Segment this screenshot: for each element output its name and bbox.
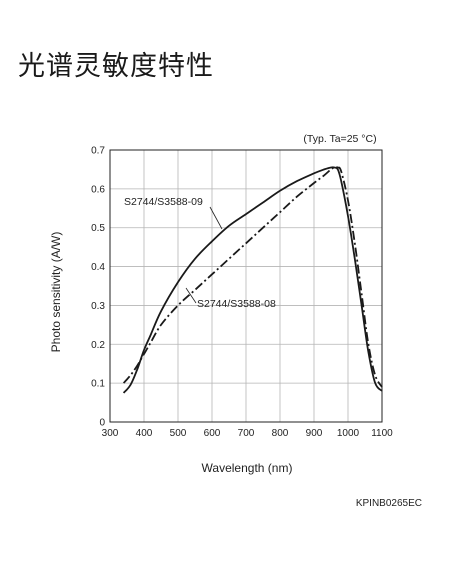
x-tick-label: 600 (204, 428, 221, 439)
series-label-08: S2744/S3588-08 (197, 298, 276, 310)
x-tick-label: 900 (306, 428, 323, 439)
x-tick-label: 500 (170, 428, 187, 439)
series-label-09: S2744/S3588-09 (124, 196, 203, 208)
plot-frame (109, 149, 383, 423)
x-tick-label: 800 (272, 428, 289, 439)
series-leader-09 (209, 206, 223, 230)
y-tick-label: 0.4 (91, 262, 105, 273)
x-tick-label: 1000 (337, 428, 360, 439)
figure-code: KPINB0265EC (356, 498, 422, 509)
x-tick-label: 1100 (371, 428, 393, 439)
series-lines (122, 166, 383, 394)
x-axis-label: Wavelength (nm) (202, 461, 293, 475)
y-tick-label: 0.2 (91, 340, 105, 351)
y-axis-label: Photo sensitivity (A/W) (49, 232, 63, 353)
series-leader-08 (185, 287, 197, 304)
y-tick-label: 0.3 (91, 301, 105, 312)
y-tick-labels: 0 0.1 0.2 0.3 0.4 0.5 0.6 0.7 (91, 146, 105, 429)
page-title: 光谱灵敏度特性 (18, 51, 214, 82)
y-tick-label: 0.7 (91, 146, 105, 157)
series-line-08 (122, 166, 383, 388)
y-tick-label: 0 (99, 418, 105, 429)
y-tick-label: 0.1 (91, 379, 105, 390)
condition-note: (Typ. Ta=25 °C) (303, 133, 376, 145)
y-tick-label: 0.6 (91, 184, 105, 195)
x-tick-labels: 300 400 500 600 700 800 900 1000 1100 (102, 428, 394, 439)
x-tick-label: 700 (238, 428, 255, 439)
y-tick-label: 0.5 (91, 223, 105, 234)
grid-lines (109, 149, 383, 423)
series-line-09 (122, 166, 383, 394)
x-tick-label: 400 (136, 428, 153, 439)
x-tick-label: 300 (102, 428, 119, 439)
